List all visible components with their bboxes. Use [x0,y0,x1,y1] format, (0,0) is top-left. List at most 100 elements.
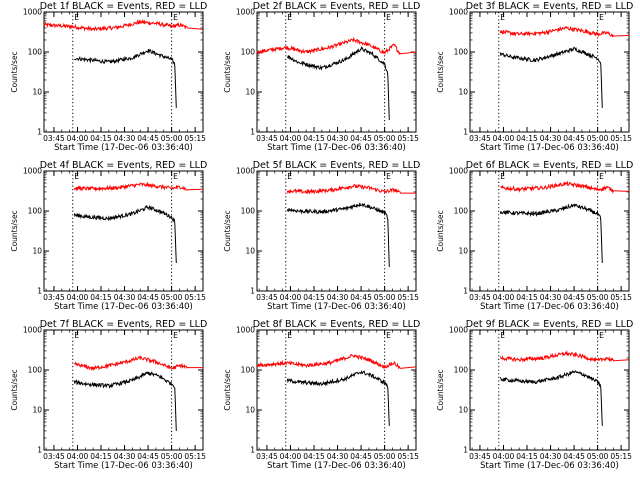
event-marker-label: E [386,172,391,181]
panel-det-9: Det 9f BLACK = Events, RED = LLD 1 10 100 10… [436,319,633,471]
y-tick-label: 10 [32,406,42,415]
y-axis-label: Counts/sec [436,369,445,410]
x-tick-label: 05:00 [161,293,183,302]
panel-det-6: Det 6f BLACK = Events, RED = LLD 1 10 100 10… [436,160,633,312]
event-marker-label: E [173,13,178,22]
x-tick-label: 04:30 [114,452,136,461]
y-tick-label: 1000 [449,167,468,176]
y-tick-label: 1 [250,446,255,455]
x-tick-label: 03:45 [469,293,491,302]
x-tick-label: 04:45 [350,293,372,302]
x-tick-label: 03:45 [43,293,65,302]
y-tick-label: 10 [458,406,468,415]
event-marker-label: E [500,172,505,181]
series-events [74,48,177,108]
y-tick-label: 1 [37,287,42,296]
y-axis-label: Counts/sec [10,369,19,410]
panel-title: Det 1f BLACK = Events, RED = LLD [40,1,208,12]
y-tick-label: 1000 [236,167,255,176]
y-tick-label: 1 [463,287,468,296]
y-tick-label: 100 [241,48,256,57]
x-tick-label: 05:15 [610,452,632,461]
event-marker-label: E [74,331,79,340]
x-tick-label: 04:45 [137,134,159,143]
panel-title: Det 6f BLACK = Events, RED = LLD [466,160,634,171]
panel-title: Det 7f BLACK = Events, RED = LLD [40,319,208,330]
x-tick-label: 03:45 [43,134,65,143]
y-axis-label: Counts/sec [436,210,445,251]
event-marker-label: E [74,172,79,181]
y-tick-label: 1 [463,446,468,455]
event-marker-label: E [386,331,391,340]
x-tick-label: 05:15 [397,452,419,461]
series-lld [74,355,203,372]
x-tick-label: 04:00 [67,293,89,302]
y-axis-label: Counts/sec [436,51,445,92]
y-axis-label: Counts/sec [223,210,232,251]
x-tick-label: 05:00 [161,134,183,143]
y-tick-label: 1 [37,446,42,455]
event-marker-label: E [500,331,505,340]
y-tick-label: 100 [454,207,469,216]
series-events [286,202,390,267]
series-events [286,370,390,426]
x-tick-label: 03:45 [469,134,491,143]
panel-det-7: Det 7f BLACK = Events, RED = LLD 1 10 100 10… [10,319,207,471]
x-tick-label: 03:45 [256,293,278,302]
x-tick-label: 05:15 [184,452,206,461]
event-marker-label: E [599,172,604,181]
x-tick-label: 04:00 [280,293,302,302]
x-axis-label: Start Time (17-Dec-06 03:36:40) [54,461,193,471]
x-tick-label: 04:00 [493,452,515,461]
axis-frame [469,329,630,451]
axis-frame [256,170,417,292]
y-tick-label: 1000 [449,8,468,17]
x-tick-label: 04:15 [516,293,538,302]
series-events [499,46,603,108]
event-marker-label: E [500,13,505,22]
x-tick-label: 03:45 [256,452,278,461]
x-tick-label: 04:30 [540,452,562,461]
panel-title: Det 3f BLACK = Events, RED = LLD [466,1,634,12]
x-axis-label: Start Time (17-Dec-06 03:36:40) [54,302,193,312]
y-tick-label: 10 [32,88,42,97]
y-tick-label: 10 [245,247,255,256]
event-marker-label: E [599,331,604,340]
y-tick-label: 10 [245,88,255,97]
panel-title: Det 2f BLACK = Events, RED = LLD [253,1,421,12]
y-tick-label: 100 [454,48,469,57]
y-tick-label: 1000 [23,8,42,17]
y-tick-label: 1000 [236,326,255,335]
y-tick-label: 1000 [23,167,42,176]
series-events [73,371,177,431]
x-tick-label: 05:15 [184,134,206,143]
event-marker-label: E [287,331,292,340]
series-events [499,203,603,264]
event-marker-label: E [173,331,178,340]
series-lld [256,36,416,56]
x-tick-label: 05:00 [587,452,609,461]
series-events [499,370,603,426]
axis-frame [43,170,204,292]
x-axis-label: Start Time (17-Dec-06 03:36:40) [480,461,619,471]
x-tick-label: 04:45 [137,293,159,302]
x-tick-label: 05:00 [374,293,396,302]
series-lld [286,183,416,195]
panel-det-8: Det 8f BLACK = Events, RED = LLD 1 10 100 10… [223,319,420,471]
x-tick-label: 04:45 [563,293,585,302]
x-tick-label: 03:45 [256,134,278,143]
y-axis-label: Counts/sec [223,51,232,92]
y-tick-label: 10 [458,247,468,256]
x-tick-label: 04:00 [280,134,302,143]
x-tick-label: 04:15 [516,134,538,143]
panel-det-5: Det 5f BLACK = Events, RED = LLD 1 10 100 10… [223,160,420,312]
x-tick-label: 04:45 [137,452,159,461]
y-tick-label: 1 [463,128,468,137]
series-lld [499,349,629,363]
series-lld [73,181,203,192]
panel-title: Det 5f BLACK = Events, RED = LLD [253,160,421,171]
series-lld [256,354,417,370]
panel-det-1: Det 1f BLACK = Events, RED = LLD 1 10 100 10… [10,1,207,153]
x-tick-label: 04:00 [493,293,515,302]
